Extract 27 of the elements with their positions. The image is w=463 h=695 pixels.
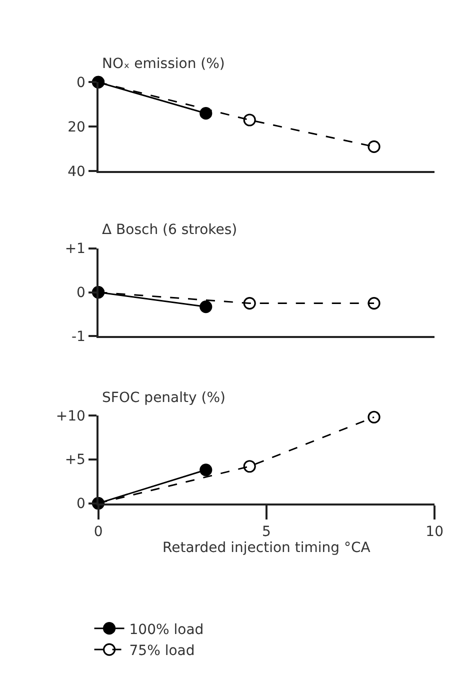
point: [368, 410, 380, 424]
y-tick-label: 0: [76, 285, 86, 302]
y-tick-label: 0: [76, 75, 86, 92]
y-tick-label: +5: [64, 452, 86, 468]
y-tick-label: +10: [56, 408, 86, 424]
y-tick-label: 40: [68, 164, 86, 180]
chart-title: Δ Bosch (6 strokes): [102, 222, 238, 238]
chart-title: SFOC penalty (%): [102, 390, 226, 406]
legend-label: 75% load: [129, 642, 195, 659]
point: [200, 464, 212, 476]
chart-title: NOₓ emission (%): [102, 56, 225, 72]
point: [200, 300, 212, 314]
x-tick-label: 5: [262, 524, 271, 540]
point: [368, 140, 380, 153]
point: [200, 107, 212, 120]
y-tick-label: +1: [64, 241, 86, 258]
legend-label: 100% load: [129, 622, 204, 638]
point: [243, 296, 256, 310]
point: [243, 114, 256, 126]
point: [243, 460, 256, 473]
x-tick-label: 10: [426, 524, 444, 540]
y-tick-label: 20: [68, 120, 86, 136]
y-tick-label: 0: [76, 496, 86, 512]
y-tick-label: -1: [72, 329, 86, 346]
x-tick-label: 0: [94, 524, 103, 540]
point: [368, 296, 380, 310]
x-axis-title: Retarded injection timing °CA: [162, 540, 371, 556]
